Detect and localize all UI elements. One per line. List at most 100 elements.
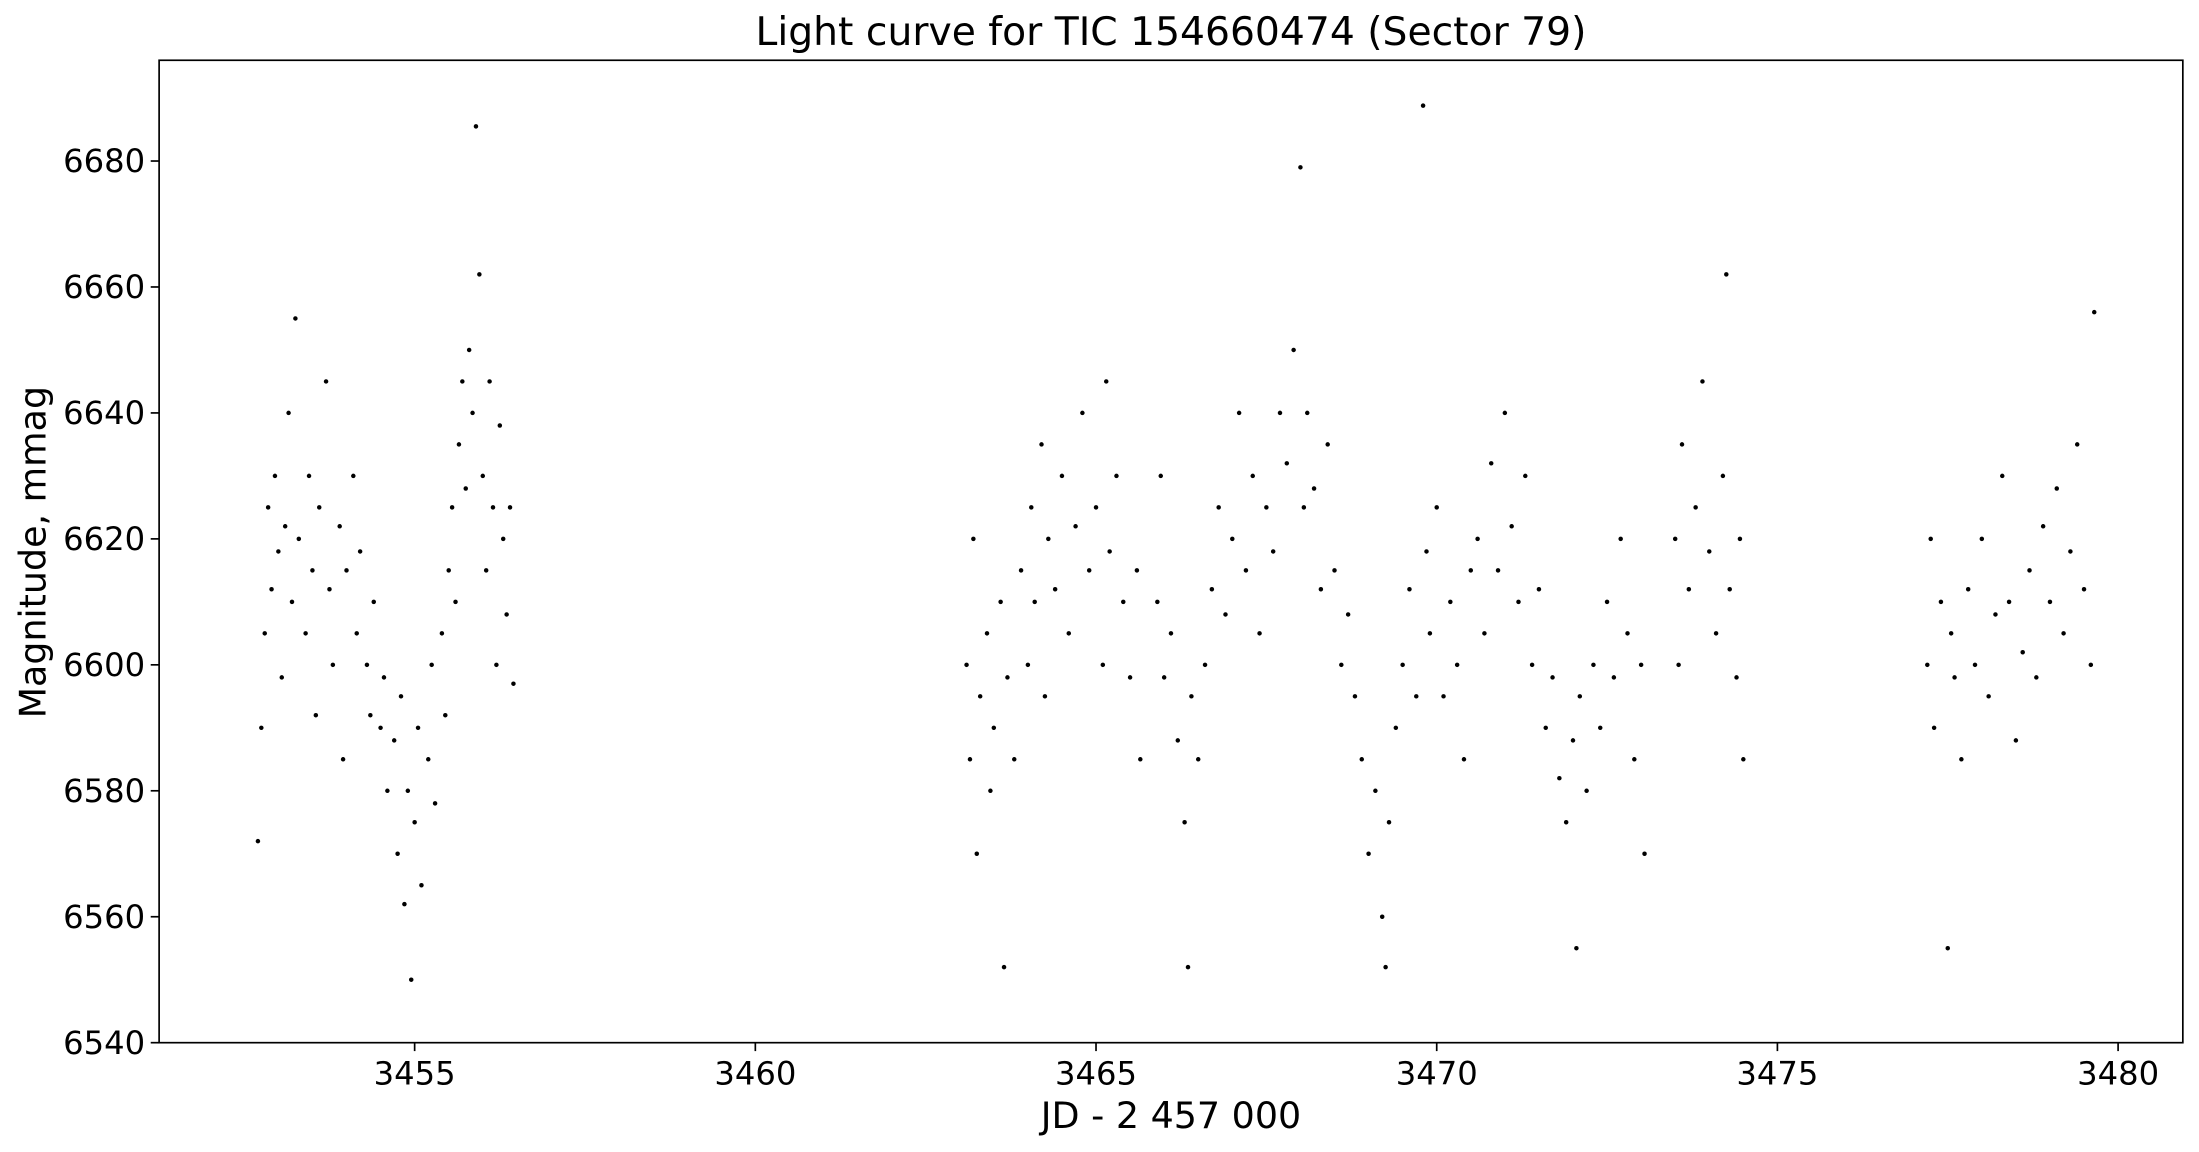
data-point xyxy=(1931,725,1937,731)
data-point xyxy=(1986,694,1991,699)
data-point xyxy=(385,788,390,794)
data-point xyxy=(1441,694,1446,699)
data-point xyxy=(460,379,465,384)
data-point xyxy=(1720,473,1726,479)
data-point xyxy=(1264,505,1269,510)
data-point xyxy=(317,505,322,510)
data-point xyxy=(1018,568,1024,573)
data-point xyxy=(1366,851,1371,857)
data-point xyxy=(974,851,980,857)
data-point xyxy=(1925,662,1930,668)
data-point xyxy=(2081,587,2087,592)
chart-title: Light curve for TIC 154660474 (Sector 79… xyxy=(756,10,1587,55)
x-tick-label: 3480 xyxy=(2077,1055,2159,1093)
data-point xyxy=(1713,631,1719,636)
data-point xyxy=(1676,662,1681,668)
data-point xyxy=(1700,379,1705,384)
data-point xyxy=(1305,410,1310,416)
data-point xyxy=(1448,599,1453,605)
data-point xyxy=(330,662,336,668)
data-point xyxy=(1965,587,1971,592)
data-point xyxy=(2027,568,2032,573)
x-axis-label: JD - 2 457 000 xyxy=(1039,1094,1301,1137)
data-point xyxy=(398,694,404,699)
data-point xyxy=(1393,725,1399,731)
data-point xyxy=(1182,820,1187,825)
data-point xyxy=(1345,612,1351,617)
data-point xyxy=(1625,631,1630,636)
data-point xyxy=(1468,568,1474,573)
data-point xyxy=(2061,631,2066,636)
data-point xyxy=(473,124,479,129)
data-point xyxy=(412,820,417,825)
data-point xyxy=(1577,694,1583,699)
data-point xyxy=(470,410,475,416)
data-point xyxy=(1189,694,1194,699)
data-point xyxy=(1138,757,1143,762)
data-point xyxy=(1948,631,1954,636)
y-axis-label: Magnitude, mmag xyxy=(12,386,55,719)
data-point xyxy=(1073,524,1078,529)
data-point xyxy=(2088,662,2094,668)
data-point xyxy=(1298,165,1303,170)
data-point xyxy=(378,725,383,731)
data-point xyxy=(1563,820,1569,825)
data-point xyxy=(1373,788,1378,794)
data-point xyxy=(1724,272,1729,277)
data-point xyxy=(1216,505,1221,510)
x-tick-label: 3460 xyxy=(714,1055,796,1093)
data-point xyxy=(1236,410,1242,416)
data-point xyxy=(443,712,448,718)
data-point xyxy=(282,524,288,529)
data-point xyxy=(1107,549,1112,554)
data-point xyxy=(1223,612,1228,617)
data-point xyxy=(1993,612,1998,617)
data-point xyxy=(1407,587,1412,592)
data-point xyxy=(293,316,298,321)
data-point xyxy=(1339,662,1344,668)
data-point xyxy=(1979,536,1985,542)
data-point xyxy=(1270,549,1276,554)
y-tick-label: 6540 xyxy=(63,1024,145,1062)
data-point xyxy=(1475,536,1480,542)
x-tick-label: 3475 xyxy=(1736,1055,1818,1093)
data-point xyxy=(1195,757,1201,762)
data-point xyxy=(1414,694,1419,699)
data-point xyxy=(371,599,376,605)
data-point xyxy=(1029,505,1034,510)
data-point xyxy=(327,587,332,592)
data-point xyxy=(1386,820,1392,825)
data-point xyxy=(483,568,489,573)
data-point xyxy=(1672,536,1678,542)
data-point xyxy=(1488,461,1494,466)
data-point xyxy=(2068,549,2073,554)
data-point xyxy=(984,631,990,636)
data-point xyxy=(381,675,387,680)
data-point xyxy=(1121,599,1126,605)
data-point xyxy=(1928,536,1933,542)
data-point xyxy=(1318,587,1324,592)
data-point xyxy=(1243,568,1249,573)
data-point xyxy=(265,505,271,510)
data-point xyxy=(1100,662,1106,668)
data-point xyxy=(432,801,438,806)
data-point xyxy=(1424,549,1429,554)
data-point xyxy=(1161,675,1167,680)
data-point xyxy=(426,757,431,762)
data-point xyxy=(1420,103,1426,108)
data-point xyxy=(405,788,411,794)
data-point xyxy=(480,473,486,479)
data-point xyxy=(1693,505,1698,510)
data-point xyxy=(1495,568,1501,573)
data-point xyxy=(1536,587,1542,592)
data-point xyxy=(487,379,492,384)
data-point xyxy=(2006,599,2012,605)
data-point xyxy=(1185,964,1191,970)
data-point xyxy=(463,486,468,491)
data-point xyxy=(2040,524,2046,529)
data-point xyxy=(1001,964,1007,970)
data-point xyxy=(1202,662,1208,668)
data-point xyxy=(1301,505,1307,510)
